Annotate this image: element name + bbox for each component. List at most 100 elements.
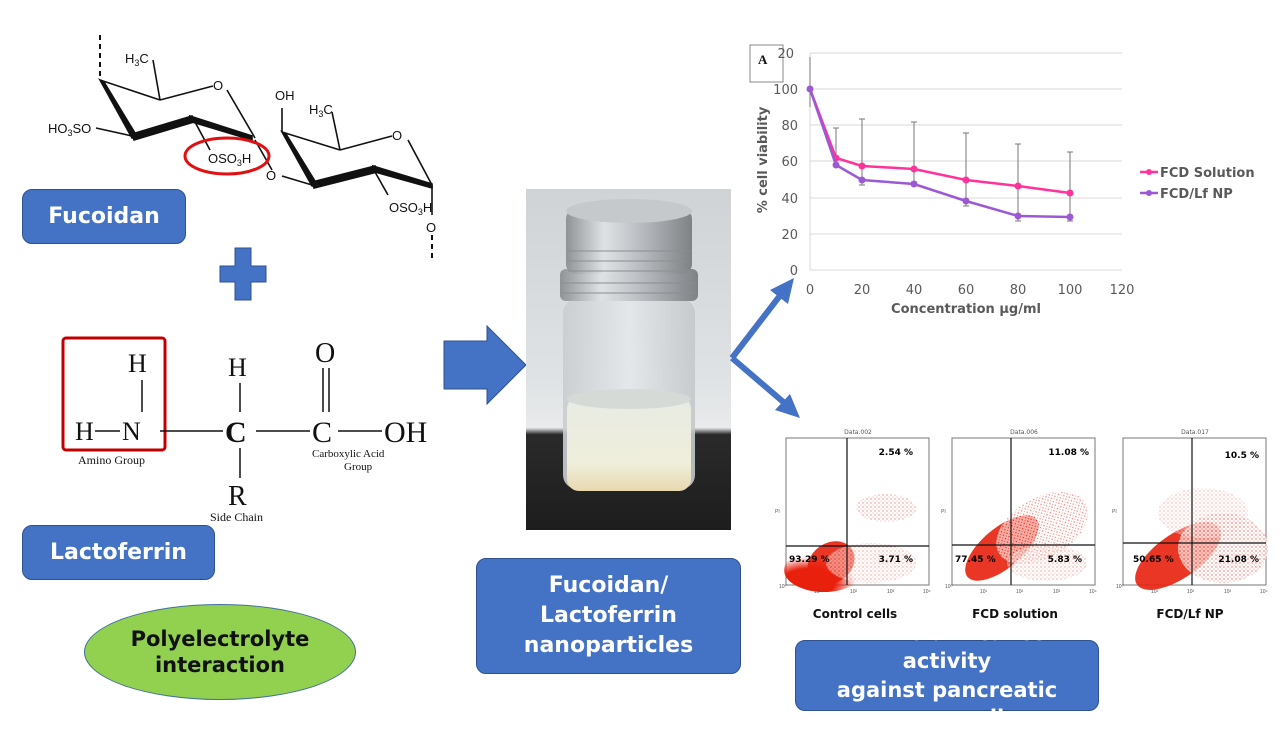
svg-text:Group: Group <box>344 461 373 473</box>
svg-text:10⁰: 10⁰ <box>945 584 953 590</box>
svg-text:Data.017: Data.017 <box>1181 429 1209 436</box>
svg-text:C: C <box>225 416 247 449</box>
svg-text:10⁴: 10⁴ <box>923 589 931 595</box>
svg-text:10³: 10³ <box>1053 589 1061 595</box>
svg-text:OH: OH <box>275 88 295 103</box>
svg-text:120: 120 <box>1110 283 1135 298</box>
flow-panel-control: Data.002 2.54 % 93.29 % 3.71 % 10⁰ 10¹ 1… <box>775 429 931 595</box>
flow-panel-fcd-solution: Data.006 11.08 % 77.45 % 5.83 % 10⁰ 10¹ … <box>941 429 1100 595</box>
svg-text:H: H <box>128 349 147 378</box>
y-axis-title: % cell viability <box>756 106 771 213</box>
caption-fcd-lf-np: FCD/Lf NP <box>1135 607 1245 621</box>
amino-acid-structure: H H N H C R O C OH Amino Group Carboxyli… <box>20 330 450 530</box>
svg-text:OSO3H: OSO3H <box>208 151 251 168</box>
nanoparticles-line1: Fucoidan/ <box>524 571 693 601</box>
svg-text:10²: 10² <box>1016 589 1024 595</box>
svg-text:20: 20 <box>781 228 798 243</box>
svg-text:FCD/Lf NP: FCD/Lf NP <box>1160 187 1233 202</box>
svg-text:93.29 %: 93.29 % <box>789 555 830 565</box>
svg-text:PI: PI <box>775 509 780 515</box>
activity-line1: In vitro anticancer activity <box>796 619 1098 676</box>
plus-icon <box>218 246 268 302</box>
lactoferrin-label-text: Lactoferrin <box>50 540 187 565</box>
svg-text:C: C <box>312 416 332 449</box>
svg-text:10⁴: 10⁴ <box>1089 589 1097 595</box>
series-fcd-solution-line <box>810 89 1070 193</box>
svg-text:Amino Group: Amino Group <box>78 453 145 467</box>
lactoferrin-label: Lactoferrin <box>22 525 215 580</box>
svg-text:HO3SO: HO3SO <box>48 121 91 138</box>
x-tick-labels: 0 20 40 60 80 100 120 <box>806 283 1135 298</box>
svg-text:100: 100 <box>1058 283 1083 298</box>
svg-text:Side Chain: Side Chain <box>210 510 263 524</box>
flow-panel-fcd-lf-np: Data.017 10.5 % 50.65 % 21.08 % 10⁰ 10¹ … <box>1112 429 1268 600</box>
svg-text:H: H <box>228 353 247 382</box>
polyelectrolyte-interaction-ellipse: Polyelectrolyte interaction <box>84 604 356 700</box>
svg-text:80: 80 <box>781 119 798 134</box>
nanoparticles-label: Fucoidan/ Lactoferrin nanoparticles <box>476 558 741 674</box>
cell-viability-chart: A 20 100 80 60 40 20 0 0 20 40 60 80 100… <box>740 40 1280 320</box>
svg-text:FCD Solution: FCD Solution <box>1160 166 1255 181</box>
svg-text:10.5 %: 10.5 % <box>1225 451 1259 461</box>
svg-text:10⁰: 10⁰ <box>779 584 787 590</box>
svg-text:10³: 10³ <box>887 589 895 595</box>
svg-text:PI: PI <box>941 509 946 515</box>
svg-text:60: 60 <box>781 155 798 170</box>
svg-text:0: 0 <box>790 264 798 279</box>
svg-text:21.08 %: 21.08 % <box>1218 555 1259 565</box>
svg-text:O: O <box>315 338 335 369</box>
arrow-down-right-icon <box>732 358 800 418</box>
anticancer-activity-label: In vitro anticancer activity against pan… <box>795 640 1099 711</box>
activity-line2: against pancreatic cancer cells <box>796 676 1098 732</box>
svg-text:PI: PI <box>1112 509 1117 515</box>
svg-text:50.65 %: 50.65 % <box>1133 555 1174 565</box>
svg-text:10¹: 10¹ <box>1151 589 1159 595</box>
svg-text:11.08 %: 11.08 % <box>1048 448 1089 458</box>
svg-text:3.71 %: 3.71 % <box>879 555 913 565</box>
svg-text:10²: 10² <box>850 589 858 595</box>
svg-text:60: 60 <box>958 283 975 298</box>
svg-text:10¹: 10¹ <box>814 589 822 595</box>
svg-text:Data.006: Data.006 <box>1010 429 1038 436</box>
fucoidan-label-text: Fucoidan <box>48 204 160 229</box>
svg-text:10⁰: 10⁰ <box>1116 584 1124 590</box>
svg-text:O: O <box>426 220 436 235</box>
svg-text:2.54 %: 2.54 % <box>879 448 913 458</box>
svg-text:O: O <box>266 168 276 183</box>
svg-text:40: 40 <box>781 192 798 207</box>
svg-text:10²: 10² <box>1187 589 1195 595</box>
chart-legend: FCD Solution FCD/Lf NP <box>1140 166 1255 202</box>
svg-text:H3C: H3C <box>309 102 333 119</box>
nanoparticles-line2: Lactoferrin <box>524 601 693 631</box>
svg-text:20: 20 <box>854 283 871 298</box>
interaction-line1: Polyelectrolyte <box>131 626 310 652</box>
svg-text:H3C: H3C <box>125 51 149 68</box>
svg-text:OH: OH <box>384 416 427 449</box>
nanoparticles-line3: nanoparticles <box>524 631 693 661</box>
svg-text:N: N <box>122 417 141 446</box>
svg-text:10¹: 10¹ <box>980 589 988 595</box>
panel-label: A <box>758 52 768 67</box>
svg-text:40: 40 <box>906 283 923 298</box>
svg-text:5.83 %: 5.83 % <box>1048 555 1082 565</box>
arrow-right-icon <box>443 325 527 405</box>
svg-text:O: O <box>392 128 402 143</box>
nanoparticle-vial-photo <box>526 189 731 530</box>
svg-text:R: R <box>228 481 247 512</box>
x-axis-title: Concentration µg/ml <box>891 302 1041 317</box>
flow-cytometry-panels: Data.002 2.54 % 93.29 % 3.71 % 10⁰ 10¹ 1… <box>760 425 1280 600</box>
interaction-line2: interaction <box>131 652 310 678</box>
svg-text:Data.002: Data.002 <box>844 429 872 436</box>
svg-text:O: O <box>213 78 223 93</box>
svg-text:H: H <box>75 417 94 446</box>
fucoidan-label: Fucoidan <box>22 189 186 244</box>
svg-text:OSO3H: OSO3H <box>389 200 432 217</box>
series-fcd-lf-np-markers <box>807 86 1074 221</box>
svg-text:10³: 10³ <box>1224 589 1232 595</box>
svg-text:10⁴: 10⁴ <box>1260 589 1268 595</box>
svg-text:0: 0 <box>806 283 814 298</box>
svg-text:100: 100 <box>773 83 798 98</box>
svg-text:80: 80 <box>1010 283 1027 298</box>
svg-text:20: 20 <box>777 47 794 62</box>
svg-text:Carboxylic Acid: Carboxylic Acid <box>312 448 385 460</box>
